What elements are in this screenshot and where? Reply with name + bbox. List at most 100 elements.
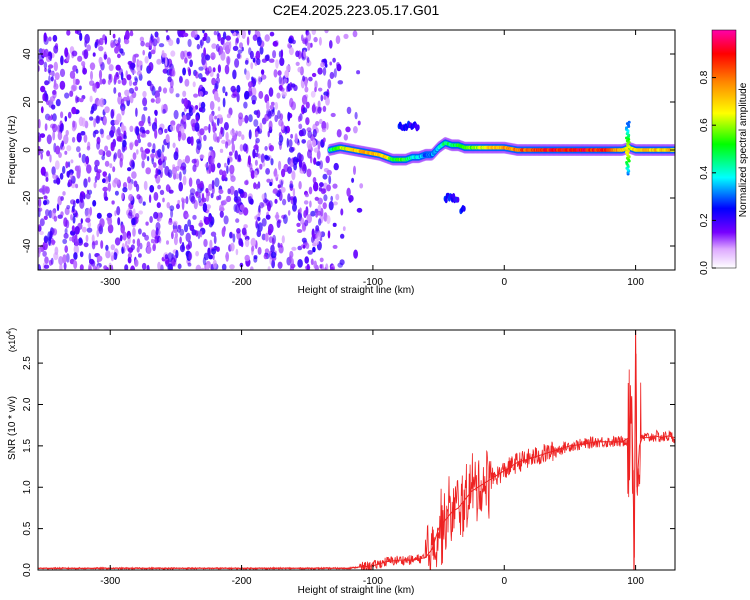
noise-blob [176, 224, 181, 233]
side-feature-blob [456, 196, 460, 203]
noise-blob [145, 221, 149, 226]
noise-blob [49, 230, 53, 239]
noise-blob [44, 67, 47, 72]
noise-blob [198, 73, 203, 80]
noise-blob [241, 30, 246, 39]
noise-blob [156, 202, 161, 209]
noise-blob [236, 33, 241, 39]
noise-blob [198, 222, 204, 227]
noise-blob [42, 250, 47, 257]
noise-blob [187, 38, 192, 48]
noise-blob [213, 30, 217, 36]
x-tick-label: 0 [501, 277, 507, 288]
noise-blob [138, 228, 142, 235]
y-tick-label: 0.0 [22, 563, 33, 577]
noise-blob [268, 87, 274, 97]
noise-blob [92, 265, 97, 270]
noise-blob [94, 159, 100, 167]
colorbar-tick-label: 0.6 [699, 118, 710, 132]
spectrogram-y-axis-label: Frequency (Hz) [7, 116, 18, 185]
noise-blob [54, 160, 60, 170]
noise-blob [126, 95, 130, 101]
noise-blob [354, 111, 358, 120]
noise-blob [180, 50, 185, 60]
noise-blob [271, 237, 275, 246]
noise-blob [134, 213, 140, 220]
noise-blob [42, 52, 48, 57]
noise-blob [117, 37, 121, 44]
noise-blob [266, 101, 270, 111]
noise-blob [250, 266, 254, 270]
noise-blob [193, 30, 198, 38]
noise-blob [184, 78, 190, 87]
noise-blob [252, 148, 256, 159]
noise-blob [232, 69, 237, 80]
spike-blob [627, 137, 631, 141]
noise-blob [244, 238, 250, 248]
noise-blob [309, 200, 312, 208]
noise-blob [60, 211, 64, 217]
noise-blob [119, 157, 123, 168]
noise-blob [216, 162, 221, 169]
noise-blob [209, 100, 215, 111]
noise-blob [272, 189, 278, 195]
noise-blob [303, 200, 309, 205]
noise-blob [77, 165, 81, 176]
noise-blob [264, 154, 269, 160]
noise-blob [261, 58, 267, 63]
noise-blob [92, 200, 97, 207]
noise-blob [211, 179, 215, 190]
noise-blob [294, 133, 298, 142]
noise-blob [44, 256, 49, 265]
noise-blob [332, 183, 338, 189]
noise-blob [81, 117, 86, 128]
noise-blob [326, 215, 331, 225]
noise-blob [75, 198, 80, 204]
noise-blob [272, 50, 277, 59]
noise-blob [134, 53, 139, 58]
noise-blob [276, 219, 281, 228]
noise-blob [278, 75, 282, 85]
noise-blob [64, 92, 70, 99]
noise-blob [199, 84, 203, 90]
noise-blob [96, 170, 101, 181]
noise-blob [262, 161, 266, 167]
noise-blob [208, 123, 211, 134]
noise-blob [209, 239, 213, 249]
noise-blob [353, 165, 356, 175]
snr-line [38, 353, 675, 570]
noise-blob [221, 263, 227, 270]
noise-blob [254, 131, 259, 138]
spectrogram-x-axis-label: Height of straight line (km) [298, 285, 415, 296]
noise-blob [40, 85, 46, 93]
noise-blob [188, 68, 192, 77]
noise-blob [298, 129, 304, 137]
noise-blob [241, 134, 245, 141]
noise-blob [253, 255, 258, 260]
noise-blob [142, 90, 147, 98]
noise-blob [116, 206, 121, 216]
noise-blob [69, 172, 73, 180]
noise-blob [110, 109, 115, 119]
noise-blob [153, 162, 157, 168]
noise-blob [38, 145, 41, 156]
noise-blob [93, 181, 97, 189]
noise-blob [205, 54, 211, 61]
noise-blob [99, 218, 105, 228]
noise-blob [329, 40, 333, 49]
colorbar: 0.0 0.2 0.4 0.6 0.8 Normalized spectral ampl… [699, 29, 749, 275]
noise-blob [110, 119, 116, 126]
noise-blob [138, 253, 142, 258]
noise-blob [287, 111, 291, 122]
noise-blob [225, 251, 229, 262]
noise-blob [58, 256, 64, 266]
noise-blob [146, 245, 152, 254]
noise-blob [251, 86, 257, 97]
x-tick-label: -200 [232, 277, 252, 288]
noise-blob [195, 250, 200, 257]
noise-blob [130, 265, 136, 270]
noise-blob [197, 230, 201, 240]
noise-blob [318, 87, 323, 92]
noise-blob [42, 93, 46, 102]
noise-blob [268, 58, 275, 63]
